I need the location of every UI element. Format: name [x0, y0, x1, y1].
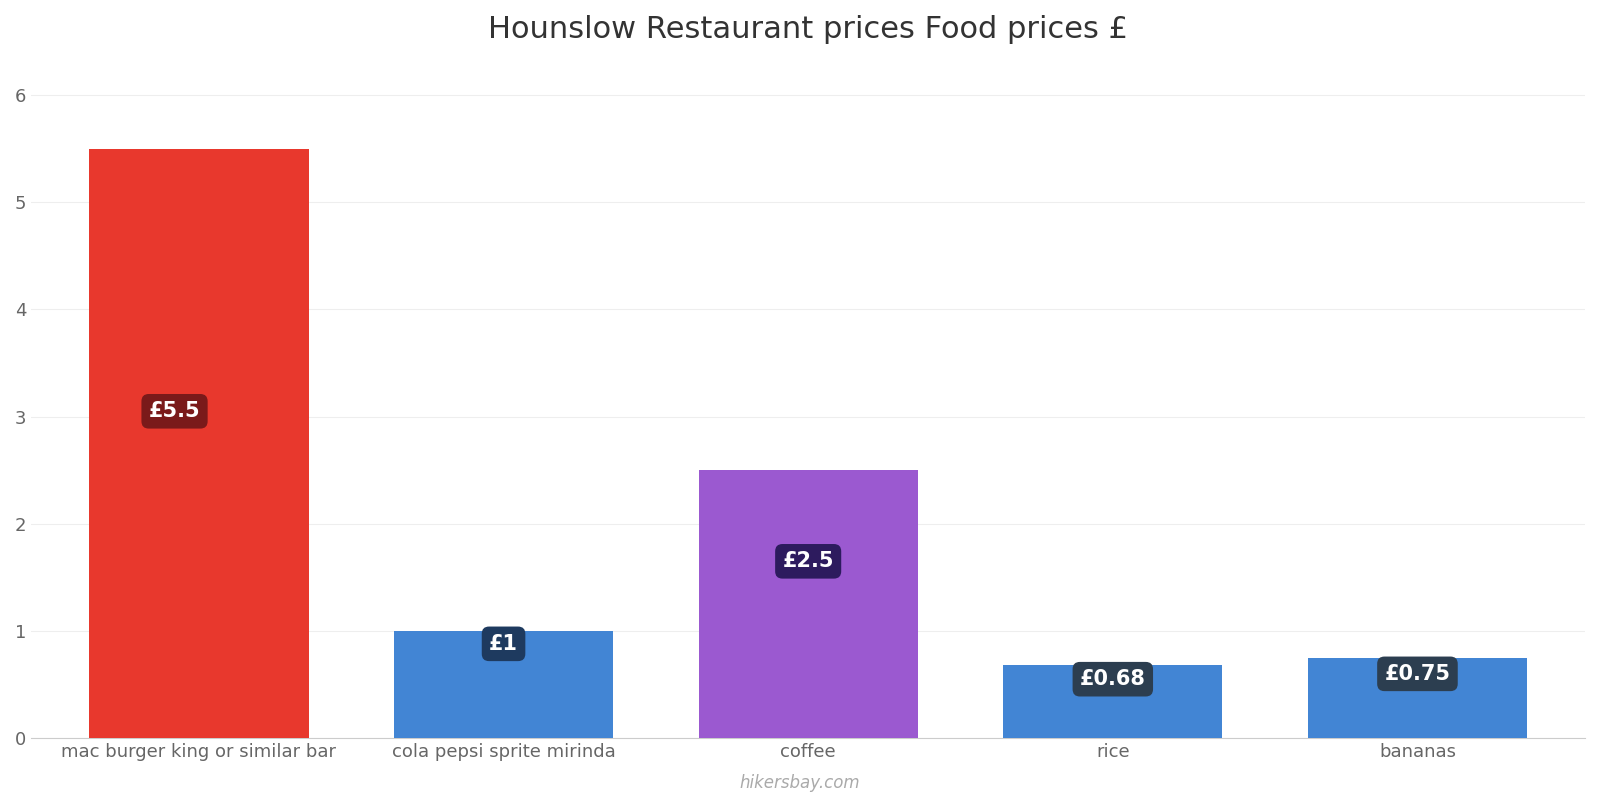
Text: £1: £1 [490, 634, 518, 654]
Text: £0.68: £0.68 [1080, 669, 1146, 689]
Text: hikersbay.com: hikersbay.com [739, 774, 861, 792]
Text: £5.5: £5.5 [149, 402, 200, 422]
Text: £2.5: £2.5 [782, 551, 834, 571]
Text: £0.75: £0.75 [1384, 664, 1451, 684]
Bar [699, 470, 918, 738]
Bar [90, 149, 309, 738]
Bar [1307, 658, 1526, 738]
Title: Hounslow Restaurant prices Food prices £: Hounslow Restaurant prices Food prices £ [488, 15, 1128, 44]
Bar [1003, 666, 1222, 738]
Bar [394, 631, 613, 738]
